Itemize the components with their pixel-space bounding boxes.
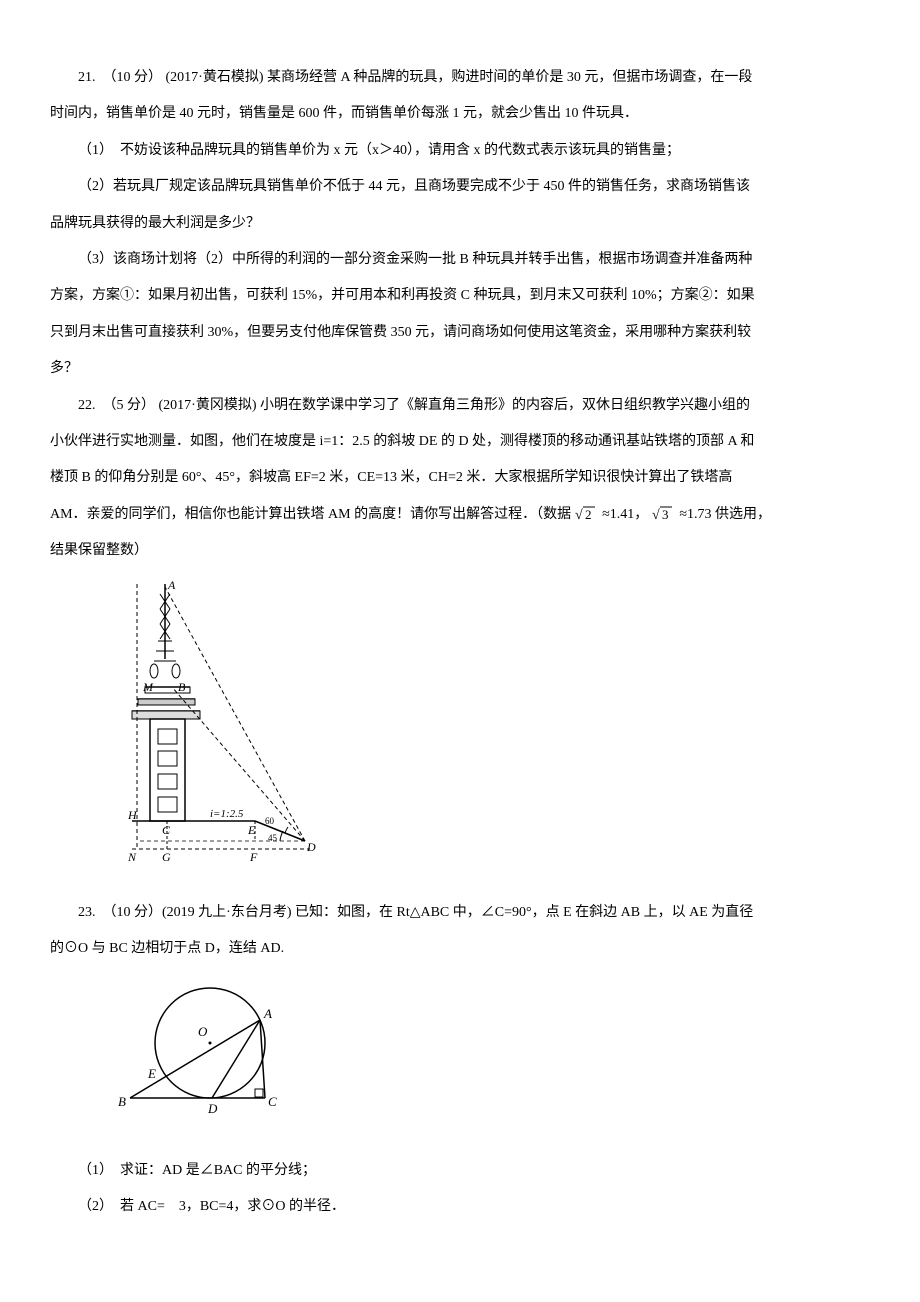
- circle-figure: A B C D E O: [110, 978, 310, 1128]
- problem-22-line3: 楼顶 B 的仰角分别是 60°、45°，斜坡高 EF=2 米，CE=13 米，C…: [50, 460, 870, 496]
- label-A: A: [167, 579, 176, 592]
- circle-label-E: E: [147, 1066, 156, 1081]
- circle-label-D: D: [207, 1101, 218, 1116]
- problem-23-header: 23. （10 分）(2019 九上·东台月考) 已知：如图，在 Rt△ABC …: [50, 895, 870, 931]
- problem-22-line2: 小伙伴进行实地测量．如图，他们在坡度是 i=1：2.5 的斜坡 DE 的 D 处…: [50, 424, 870, 460]
- circle-label-O: O: [198, 1024, 208, 1039]
- label-G: G: [162, 850, 171, 864]
- problem-21-sub3: （3）该商场计划将（2）中所得的利润的一部分资金采购一批 B 种玩具并转手出售，…: [50, 242, 870, 278]
- sqrt3-icon: √ 3: [652, 504, 676, 524]
- problem-21-sub2: （2）若玩具厂规定该品牌玩具销售单价不低于 44 元，且商场要完成不少于 450…: [50, 169, 870, 205]
- label-F: F: [249, 850, 258, 864]
- problem-21-line2: 时间内，销售单价是 40 元时，销售量是 600 件，而销售单价每涨 1 元，就…: [50, 96, 870, 132]
- label-E: E: [247, 823, 256, 837]
- svg-text:2: 2: [585, 507, 592, 522]
- problem-23-line2: 的⊙O 与 BC 边相切于点 D，连结 AD.: [50, 931, 870, 967]
- problem-21-sub3b: 方案，方案①：如果月初出售，可获利 15%，并可用本和利再投资 C 种玩具，到月…: [50, 278, 870, 314]
- label-D: D: [306, 840, 316, 854]
- problem-22-line4a: AM．亲爱的同学们，相信你也能计算出铁塔 AM 的高度！请你写出解答过程．（数据: [50, 507, 571, 522]
- circle-figure-container: A B C D E O: [110, 978, 870, 1143]
- problem-23-sub1: （1） 求证：AD 是∠BAC 的平分线；: [50, 1153, 870, 1189]
- problem-21-sub1: （1） 不妨设该种品牌玩具的销售单价为 x 元（x＞40），请用含 x 的代数式…: [50, 133, 870, 169]
- circle-label-B: B: [118, 1094, 126, 1109]
- tower-figure-container: A B M H C E F D N G i=1:2.5 60 45: [110, 579, 870, 884]
- circle-label-C: C: [268, 1094, 277, 1109]
- problem-22-line5: 结果保留整数）: [50, 533, 870, 569]
- problem-22-line4b: ≈1.41，: [602, 507, 648, 522]
- label-60: 60: [265, 816, 275, 826]
- svg-text:3: 3: [662, 507, 669, 522]
- label-slope: i=1:2.5: [210, 808, 244, 820]
- label-N: N: [127, 850, 137, 864]
- svg-text:√: √: [575, 508, 583, 523]
- label-H: H: [127, 808, 138, 822]
- label-B: B: [178, 680, 186, 694]
- problem-21-sub2b: 品牌玩具获得的最大利润是多少？: [50, 206, 870, 242]
- circle-label-A: A: [263, 1006, 272, 1021]
- problem-21-header: 21. （10 分） (2017·黄石模拟) 某商场经营 A 种品牌的玩具，购进…: [50, 60, 870, 96]
- problem-21-sub3d: 多？: [50, 351, 870, 387]
- problem-21-sub3c: 只到月末出售可直接获利 30%，但要另支付他库保管费 350 元，请问商场如何使…: [50, 315, 870, 351]
- problem-22-line4: AM．亲爱的同学们，相信你也能计算出铁塔 AM 的高度！请你写出解答过程．（数据…: [50, 497, 870, 533]
- problem-23-sub2: （2） 若 AC= 3，BC=4，求⊙O 的半径．: [50, 1189, 870, 1225]
- svg-text:√: √: [652, 508, 660, 523]
- tower-figure: A B M H C E F D N G i=1:2.5 60 45: [110, 579, 320, 869]
- problem-22-line4c: ≈1.73 供选用，: [679, 507, 771, 522]
- label-C: C: [162, 823, 171, 837]
- label-45: 45: [268, 833, 278, 843]
- problem-22-header: 22. （5 分） (2017·黄冈模拟) 小明在数学课中学习了《解直角三角形》…: [50, 388, 870, 424]
- label-M: M: [142, 680, 154, 694]
- sqrt2-icon: √ 2: [575, 504, 599, 524]
